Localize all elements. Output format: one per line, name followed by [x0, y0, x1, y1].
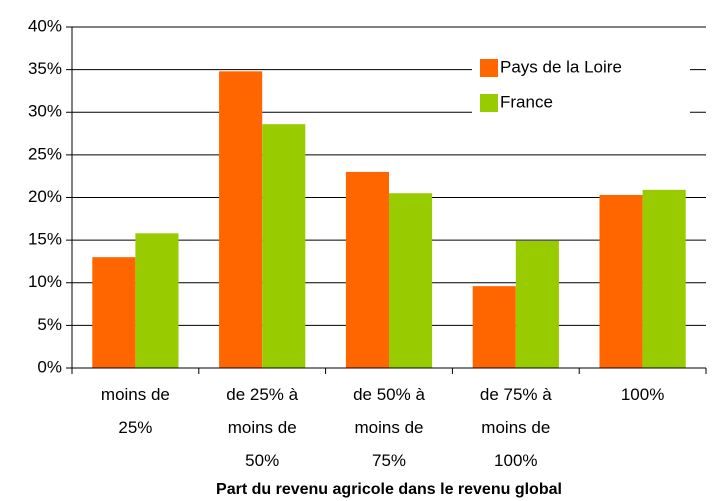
legend-swatch: [480, 59, 498, 77]
x-tick-label: moins de 25%: [101, 385, 170, 437]
bar: [599, 194, 643, 368]
y-tick-label: 25%: [28, 144, 62, 163]
legend-box: [472, 50, 690, 122]
x-axis-title: Part du revenu agricole dans le revenu g…: [216, 481, 562, 498]
bar: [92, 257, 136, 368]
bar: [642, 189, 686, 368]
y-tick-label: 5%: [37, 315, 62, 334]
x-tick-label: de 50% à moins de 75%: [353, 385, 425, 470]
legend-swatch: [480, 94, 498, 112]
y-tick-label: 15%: [28, 230, 62, 249]
bar: [219, 71, 263, 368]
y-tick-label: 0%: [37, 357, 62, 376]
bar: [389, 193, 433, 368]
x-tick-label: de 25% à moins de 50%: [226, 385, 298, 470]
y-tick-label: 10%: [28, 272, 62, 291]
y-tick-label: 35%: [28, 59, 62, 78]
legend-label: France: [500, 92, 553, 111]
legend-label: Pays de la Loire: [500, 57, 622, 76]
y-tick-label: 30%: [28, 102, 62, 121]
bar: [262, 124, 306, 368]
y-tick-label: 40%: [28, 16, 62, 35]
bar: [345, 171, 389, 368]
x-tick-label: de 75% à moins de 100%: [480, 385, 552, 470]
bar: [515, 240, 559, 368]
bar: [472, 286, 516, 368]
y-tick-label: 20%: [28, 187, 62, 206]
bar: [135, 233, 179, 368]
x-tick-label: 100%: [621, 385, 664, 404]
